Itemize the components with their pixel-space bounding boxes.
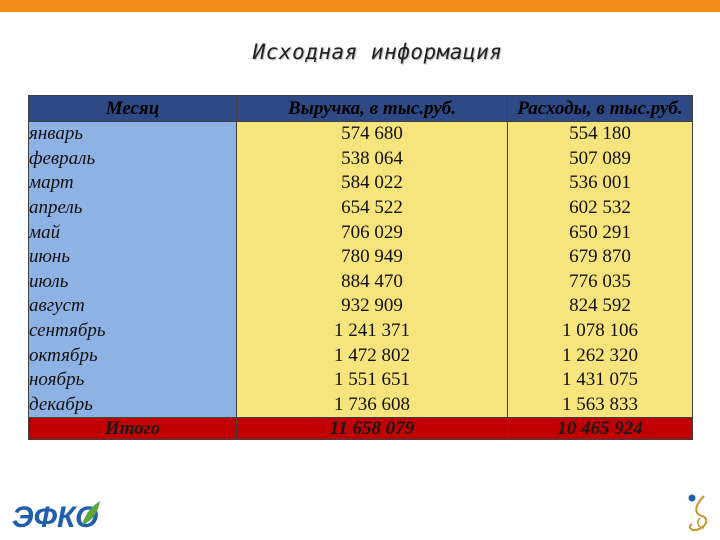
- expenses-cell: 1 563 833: [507, 392, 693, 418]
- table-row: июнь 780 949 679 870: [28, 244, 693, 270]
- top-accent-bar: [0, 0, 720, 12]
- expenses-cell: 554 180: [507, 121, 693, 147]
- expenses-cell: 824 592: [507, 294, 693, 319]
- revenue-cell: 884 470: [236, 269, 508, 295]
- emblem-icon: [688, 494, 708, 532]
- table-row: сентябрь 1 241 371 1 078 106: [28, 318, 693, 344]
- expenses-cell: 1 078 106: [507, 318, 693, 344]
- column-header-month: Месяц: [28, 95, 237, 122]
- month-cell: август: [28, 294, 237, 319]
- revenue-cell: 780 949: [236, 244, 508, 270]
- table-row: декабрь 1 736 608 1 563 833: [28, 392, 693, 418]
- table-row: апрель 654 522 602 532: [28, 195, 693, 221]
- column-header-revenue: Выручка, в тыс.руб.: [236, 95, 508, 122]
- table-row: февраль 538 064 507 089: [28, 146, 693, 172]
- revenue-cell: 1 472 802: [236, 343, 508, 368]
- table-row: октябрь 1 472 802 1 262 320: [28, 343, 693, 368]
- revenue-cell: 932 909: [236, 294, 508, 319]
- data-table: Месяц Выручка, в тыс.руб. Расходы, в тыс…: [28, 95, 693, 441]
- leaf-icon: [82, 501, 100, 525]
- month-cell: октябрь: [28, 343, 237, 368]
- total-revenue: 11 658 079: [236, 417, 508, 441]
- expenses-cell: 650 291: [507, 220, 693, 245]
- table-row: август 932 909 824 592: [28, 294, 693, 319]
- total-label: Итого: [28, 417, 237, 441]
- table-row: март 584 022 536 001: [28, 171, 693, 196]
- company-logo: ЭФКО: [12, 501, 100, 533]
- month-cell: январь: [28, 121, 237, 147]
- month-cell: февраль: [28, 146, 237, 172]
- table-row: июль 884 470 776 035: [28, 269, 693, 295]
- expenses-cell: 507 089: [507, 146, 693, 172]
- month-cell: ноябрь: [28, 367, 237, 393]
- revenue-cell: 654 522: [236, 195, 508, 221]
- month-cell: декабрь: [28, 392, 237, 418]
- month-cell: июнь: [28, 244, 237, 270]
- table-row: январь 574 680 554 180: [28, 121, 693, 147]
- month-cell: сентябрь: [28, 318, 237, 344]
- expenses-cell: 1 262 320: [507, 343, 693, 368]
- table-header-row: Месяц Выручка, в тыс.руб. Расходы, в тыс…: [28, 95, 693, 122]
- revenue-cell: 584 022: [236, 171, 508, 196]
- logo-text: ЭФКО: [12, 501, 98, 533]
- month-cell: март: [28, 171, 237, 196]
- revenue-cell: 574 680: [236, 121, 508, 147]
- expenses-cell: 536 001: [507, 171, 693, 196]
- total-row: Итого 11 658 079 10 465 924: [28, 417, 693, 441]
- revenue-cell: 538 064: [236, 146, 508, 172]
- total-expenses: 10 465 924: [507, 417, 693, 441]
- month-cell: июль: [28, 269, 237, 295]
- expenses-cell: 1 431 075: [507, 367, 693, 393]
- column-header-expenses: Расходы, в тыс.руб.: [507, 95, 693, 122]
- slide-title: Исходная информация: [252, 40, 503, 64]
- expenses-cell: 679 870: [507, 244, 693, 270]
- month-cell: апрель: [28, 195, 237, 221]
- expenses-cell: 602 532: [507, 195, 693, 221]
- month-cell: май: [28, 220, 237, 245]
- revenue-cell: 706 029: [236, 220, 508, 245]
- expenses-cell: 776 035: [507, 269, 693, 295]
- table-row: ноябрь 1 551 651 1 431 075: [28, 367, 693, 393]
- revenue-cell: 1 551 651: [236, 367, 508, 393]
- table-row: май 706 029 650 291: [28, 220, 693, 245]
- revenue-cell: 1 241 371: [236, 318, 508, 344]
- revenue-cell: 1 736 608: [236, 392, 508, 418]
